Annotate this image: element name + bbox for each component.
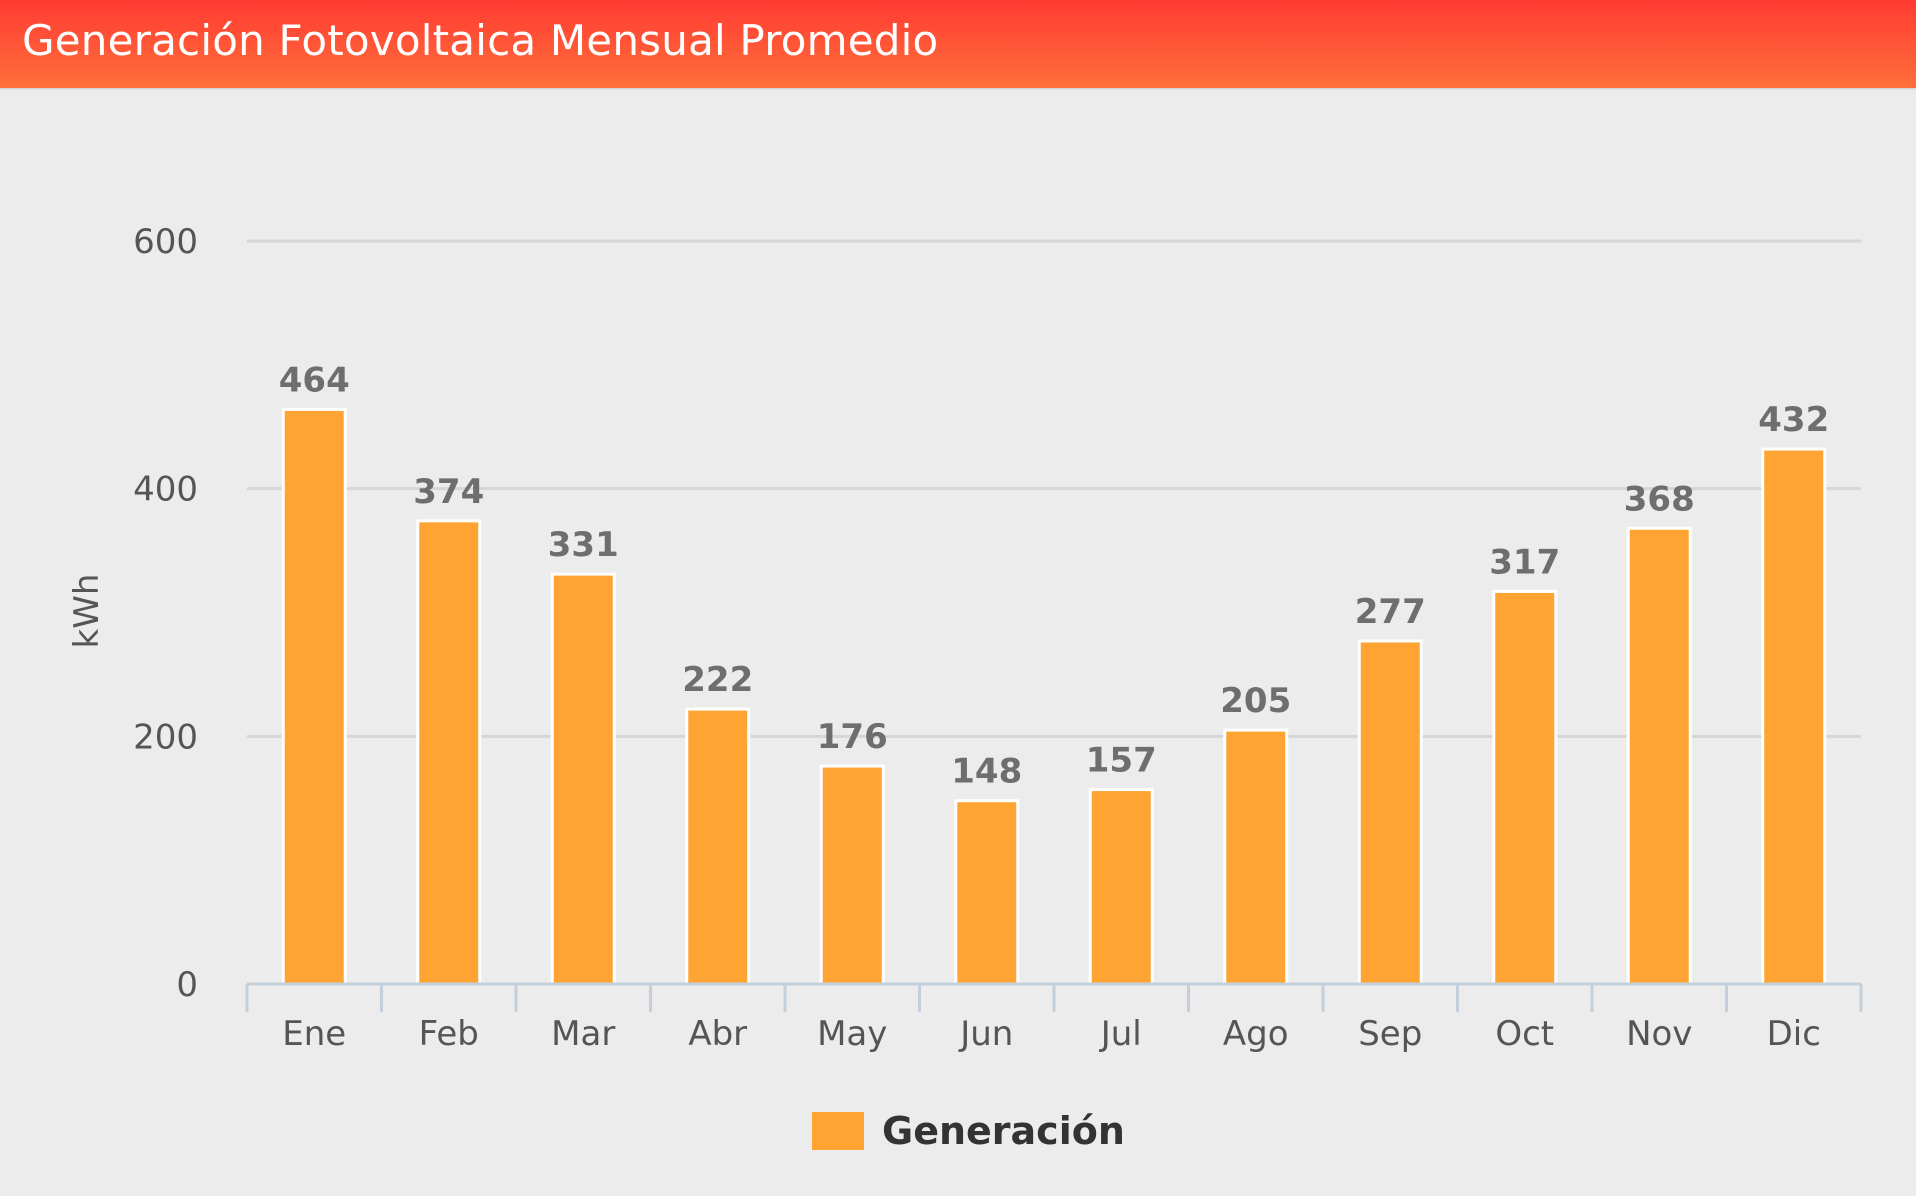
y-tick-label: 0 — [176, 965, 198, 1005]
x-tick-label: Feb — [419, 1014, 479, 1054]
y-tick-label: 200 — [133, 717, 198, 757]
x-tick-label: May — [817, 1014, 887, 1054]
legend-label: Generación — [882, 1109, 1125, 1153]
x-tick-label: Ene — [282, 1014, 346, 1054]
x-tick-label: Jun — [958, 1014, 1013, 1054]
bar — [819, 764, 885, 986]
data-label: 205 — [1220, 681, 1291, 721]
data-label: 176 — [817, 717, 888, 757]
bar-chart: 464 374 331 222 176 148 157 205 277 317 368 432 Ene… — [67, 222, 1863, 1054]
bar — [1761, 447, 1827, 986]
y-axis-title: kWh — [67, 574, 107, 649]
bars — [281, 407, 1827, 986]
data-labels: 464 374 331 222 176 148 157 205 277 317 368 432 — [279, 360, 1829, 791]
y-tick-label: 400 — [133, 470, 198, 510]
y-tick-label: 600 — [133, 222, 198, 262]
data-label: 374 — [413, 472, 484, 512]
x-axis: Ene Feb Mar Abr May Jun Jul Ago Sep Oct Nov Dic — [245, 982, 1863, 1054]
data-label: 222 — [682, 660, 753, 700]
data-label: 157 — [1086, 741, 1157, 781]
chart-header: Generación Fotovoltaica Mensual Promedio — [0, 0, 1916, 88]
data-label: 331 — [548, 525, 619, 565]
x-tick-label: Sep — [1358, 1014, 1422, 1054]
bar — [1626, 526, 1692, 986]
data-label: 368 — [1624, 479, 1695, 519]
legend[interactable]: Generación — [812, 1109, 1125, 1153]
gridlines — [247, 239, 1861, 738]
bar — [550, 572, 616, 986]
x-tick-label: Oct — [1495, 1014, 1554, 1054]
data-label: 277 — [1355, 592, 1426, 632]
legend-swatch — [812, 1112, 864, 1150]
bar — [1088, 788, 1154, 986]
x-tick-label: Mar — [551, 1014, 615, 1054]
x-tick-label: Nov — [1626, 1014, 1692, 1054]
x-tick-label: Jul — [1099, 1014, 1142, 1054]
bar — [954, 799, 1020, 986]
data-label: 464 — [279, 360, 350, 400]
x-tick-label: Ago — [1223, 1014, 1289, 1054]
bar — [1223, 728, 1289, 986]
data-label: 432 — [1758, 400, 1829, 440]
x-tick-label: Dic — [1767, 1014, 1821, 1054]
bar — [685, 707, 751, 986]
data-label: 148 — [951, 752, 1022, 792]
chart-title: Generación Fotovoltaica Mensual Promedio — [22, 16, 939, 65]
x-tick-label: Abr — [688, 1014, 747, 1054]
data-label: 317 — [1489, 542, 1560, 582]
bar — [281, 407, 347, 986]
bar — [416, 519, 482, 986]
bar — [1492, 589, 1558, 986]
bar — [1357, 639, 1423, 986]
y-axis-ticks: 0 200 400 600 — [133, 222, 198, 1005]
